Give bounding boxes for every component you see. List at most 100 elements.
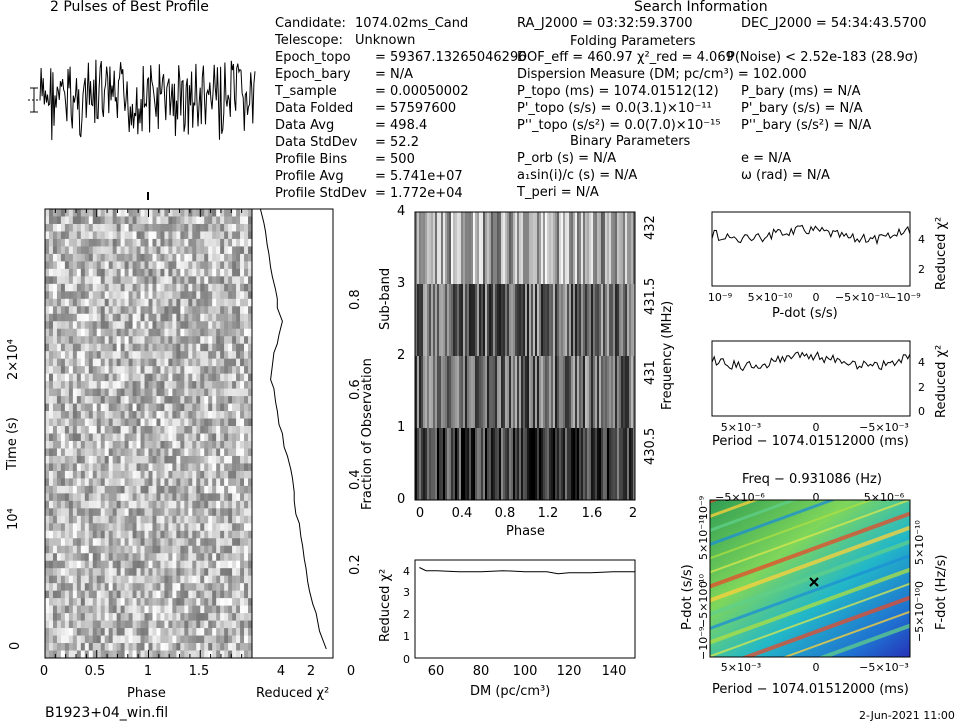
chi2-vs-period-plot bbox=[711, 350, 911, 372]
info-value: = 57597600 bbox=[375, 101, 457, 116]
info-label: Data StdDev bbox=[275, 135, 358, 150]
info-value: = 0.00050002 bbox=[375, 84, 469, 99]
axis-title: Reduced χ² bbox=[256, 686, 330, 701]
tick-label: 431 bbox=[643, 360, 658, 385]
axis-title: P-dot (s/s) bbox=[680, 564, 695, 630]
tick-label: 0.8 bbox=[348, 289, 363, 310]
tick-label: 0 bbox=[812, 291, 820, 304]
a1sini: a₁sin(i)/c (s) = N/A bbox=[517, 168, 638, 183]
axis-title: Period − 1074.01512000 (ms) bbox=[712, 682, 909, 697]
profile-line bbox=[39, 59, 256, 141]
tick-label: 0 bbox=[812, 491, 820, 504]
tick-label: −5×10⁻¹⁰ bbox=[913, 587, 926, 642]
info-label: Epoch_topo bbox=[275, 50, 351, 65]
tick-label: 100 bbox=[512, 664, 538, 679]
tick-label: 5×10⁻¹⁰ bbox=[913, 520, 926, 565]
tick-label: 0.6 bbox=[348, 379, 363, 400]
timestamp: 2-Jun-2021 11:00 bbox=[859, 709, 955, 722]
info-value: = 59367.13265046296 bbox=[375, 50, 527, 65]
info-label: Profile Avg bbox=[275, 169, 344, 184]
chi2-period-line bbox=[711, 350, 911, 372]
ra: RA_J2000 = 03:32:59.3700 bbox=[517, 16, 693, 31]
tick-label: −5×10⁻⁶ bbox=[715, 491, 765, 504]
tick-label: −10⁻⁹ bbox=[697, 626, 710, 660]
tick-label: 0 bbox=[397, 492, 406, 507]
pddtopo: P''_topo (s/s²) = 0.0(7.0)×10⁻¹⁵ bbox=[517, 118, 721, 133]
pbary: P_bary (ms) = N/A bbox=[741, 84, 861, 99]
info-label: Epoch_bary bbox=[275, 67, 351, 82]
axis-title: Reduced χ² bbox=[378, 568, 393, 642]
axis-title: Phase bbox=[127, 686, 166, 701]
chi2-vs-dm-plot bbox=[419, 567, 635, 575]
tick-label: 2 bbox=[306, 664, 316, 679]
profile-plot bbox=[28, 59, 256, 200]
tick-label: 0.5 bbox=[84, 664, 106, 679]
tick-label: 0 bbox=[8, 641, 23, 650]
tick-label: 2 bbox=[628, 506, 638, 521]
info-label: Candidate: bbox=[275, 16, 346, 31]
dof: DOF_eff = 460.97 χ²_red = 4.069 bbox=[517, 50, 734, 65]
tick-label: 5×10⁻³ bbox=[720, 661, 762, 674]
porb: P_orb (s) = N/A bbox=[517, 151, 617, 166]
tick-label: −5×10⁻³ bbox=[859, 421, 909, 434]
chi2-vs-pdot-plot bbox=[711, 224, 911, 246]
axis-title: Frequency (MHz) bbox=[660, 300, 675, 410]
tick-label: 1.2 bbox=[537, 506, 559, 521]
chi2-time-line bbox=[259, 208, 327, 650]
axis-title: Period − 1074.01512000 (ms) bbox=[712, 434, 909, 449]
tick-label: 2×10⁴ bbox=[6, 339, 21, 380]
dm-frame bbox=[414, 559, 636, 659]
tick-label: −5×10⁻³ bbox=[859, 661, 909, 674]
tick-label: −10⁻⁹ bbox=[887, 291, 921, 304]
tick-label: 3 bbox=[403, 586, 410, 599]
info-value: = 5.741e+07 bbox=[375, 169, 463, 184]
info-label: Data Folded bbox=[275, 101, 354, 116]
tick-label: 120 bbox=[556, 664, 582, 679]
chi2-vs-time-plot bbox=[259, 208, 327, 650]
tick-label: 5×10⁻¹⁰ bbox=[747, 291, 793, 304]
tick-label: 4 bbox=[276, 664, 286, 679]
tperi: T_peri = N/A bbox=[517, 185, 599, 200]
tick-label: 4 bbox=[397, 204, 406, 219]
profile-title: 2 Pulses of Best Profile bbox=[50, 0, 209, 15]
eccentricity: e = N/A bbox=[741, 151, 792, 166]
tick-label: 1 bbox=[143, 664, 153, 679]
tick-label: 430.5 bbox=[643, 427, 658, 465]
tick-label: 80 bbox=[472, 664, 490, 679]
tick-label: 0 bbox=[918, 405, 925, 418]
info-value: = 52.2 bbox=[375, 135, 419, 150]
subband-plot bbox=[415, 212, 636, 501]
tick-label: 0 bbox=[415, 506, 425, 521]
tick-label: 2 bbox=[403, 608, 410, 621]
tick-label: −5×10⁻¹⁰ bbox=[834, 291, 890, 304]
tick-label: 4 bbox=[918, 233, 925, 246]
tick-label: 432 bbox=[643, 215, 658, 240]
info-value: = N/A bbox=[375, 67, 414, 82]
pdtopo: P'_topo (s/s) = 0.0(3.1)×10⁻¹¹ bbox=[517, 101, 712, 116]
tick-label: 5×10⁻¹⁰ bbox=[697, 515, 710, 560]
axis-title: Phase bbox=[506, 524, 545, 539]
tick-label: 1.6 bbox=[581, 506, 603, 521]
search-info-header: Search Information bbox=[634, 0, 768, 15]
binary-header: Binary Parameters bbox=[570, 134, 691, 149]
tick-label: 4 bbox=[918, 356, 925, 369]
info-label: T_sample bbox=[275, 84, 337, 99]
axis-title: Reduced χ² bbox=[934, 216, 949, 290]
tick-label: 0.4 bbox=[451, 506, 473, 521]
tick-label: 1 bbox=[403, 630, 410, 643]
tick-label: 1 bbox=[397, 420, 406, 435]
tick-label: 0.4 bbox=[348, 469, 363, 490]
info-value: Unknown bbox=[355, 33, 416, 48]
axis-title: F-dot (Hz/s) bbox=[934, 554, 949, 631]
info-label: Profile StdDev bbox=[275, 186, 367, 201]
pddbary: P''_bary (s/s²) = N/A bbox=[741, 118, 872, 133]
chi2-dm-line bbox=[419, 567, 635, 575]
time-phase-plot bbox=[44, 209, 253, 659]
info-label: Profile Bins bbox=[275, 152, 348, 167]
chi2-pdot-line bbox=[711, 224, 911, 246]
info-value: 1074.02ms_Cand bbox=[355, 16, 469, 31]
period-frame bbox=[711, 340, 911, 417]
axis-title: DM (pc/cm³) bbox=[470, 684, 551, 699]
tick-label: 0 bbox=[812, 421, 820, 434]
